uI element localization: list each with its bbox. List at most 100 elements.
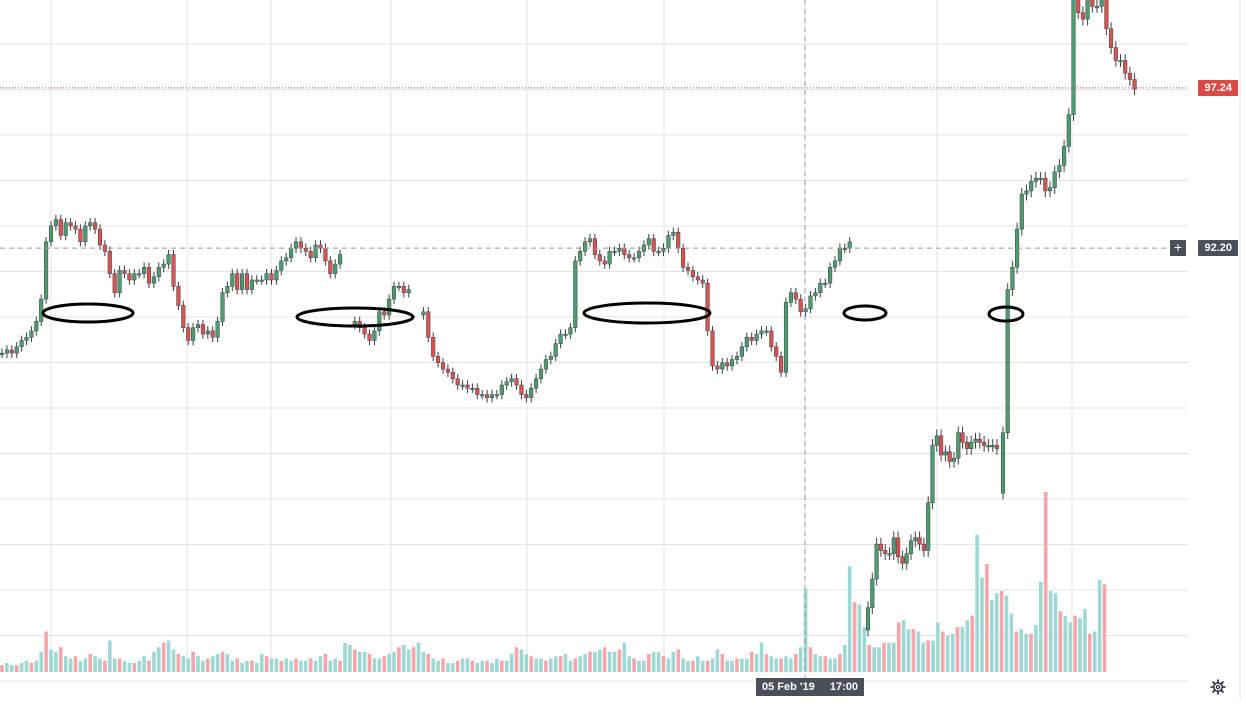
candle (514, 378, 519, 386)
volume-bar (700, 660, 705, 672)
candle (1094, 6, 1100, 9)
volume-bar (504, 660, 509, 672)
volume-bar (294, 658, 298, 672)
volume-bar (568, 660, 573, 672)
candle (896, 537, 901, 558)
candle (1019, 193, 1024, 230)
volume-bar (44, 631, 48, 672)
candle (235, 273, 240, 290)
candle (279, 260, 284, 271)
candle (470, 387, 475, 390)
volume-bar (117, 658, 122, 672)
candle (499, 384, 504, 395)
volume-bar (852, 602, 857, 672)
candle (1033, 177, 1038, 182)
volume-bar (333, 658, 337, 672)
annotation-ellipse (295, 306, 415, 328)
candle (485, 394, 490, 398)
candle (774, 346, 779, 357)
volume-bar (696, 656, 700, 672)
volume-bar (29, 663, 34, 672)
candle (986, 445, 991, 448)
volume-bar (78, 660, 83, 672)
volume-bar (1043, 492, 1048, 672)
volume-bar (950, 633, 955, 672)
volume-bar (353, 649, 357, 672)
candle (269, 273, 274, 281)
candle (1085, 0, 1090, 20)
plus-icon[interactable]: + (1170, 240, 1186, 257)
volume-bar (5, 663, 9, 672)
volume-bar (392, 651, 396, 672)
candle (1062, 146, 1067, 166)
volume-bar (725, 660, 729, 672)
volume-bar (921, 642, 925, 672)
candle (690, 270, 695, 278)
candle (1080, 12, 1085, 20)
candle (1090, 0, 1095, 7)
candle (524, 394, 529, 398)
candle (597, 254, 602, 262)
candle (700, 279, 705, 284)
candle (573, 260, 578, 328)
candle (956, 432, 961, 459)
candle (951, 457, 957, 462)
candle (431, 337, 436, 357)
candle (117, 270, 122, 293)
volume-bar (475, 663, 480, 672)
volume-bar (627, 656, 631, 672)
volume-bar (847, 566, 852, 672)
candle (9, 349, 14, 354)
candle (803, 308, 808, 313)
candle (1057, 165, 1062, 173)
volume-bar (990, 600, 994, 672)
candle (34, 321, 39, 332)
volume-bar (970, 615, 974, 672)
candle (783, 302, 789, 373)
volume-bar (166, 640, 171, 672)
candle (519, 384, 524, 395)
volume-bar (299, 660, 303, 672)
candle (583, 241, 588, 252)
candle (813, 292, 818, 297)
candle (362, 327, 367, 335)
candle (964, 442, 969, 449)
candle (656, 251, 661, 254)
volume-bar (161, 642, 166, 672)
candle (725, 362, 730, 367)
gear-icon[interactable] (1210, 679, 1226, 695)
volume-bar (122, 660, 127, 672)
volume-bar (255, 663, 259, 672)
candle (313, 244, 318, 258)
candle (509, 378, 514, 383)
volume-bar (201, 660, 205, 672)
candle (4, 349, 9, 354)
crosshair-date: 05 Feb '19 (762, 681, 815, 693)
candle (475, 387, 480, 395)
volume-bar (936, 622, 940, 672)
volume-bar (524, 654, 529, 672)
candle (210, 330, 215, 338)
volume-bar (534, 658, 538, 672)
volume-bar (656, 651, 661, 672)
candle (930, 445, 935, 503)
candle (627, 254, 632, 258)
volume-bar (240, 663, 244, 672)
volume-bar (103, 660, 107, 672)
volume-bar (416, 642, 421, 672)
candle (308, 251, 313, 258)
candle (1066, 114, 1071, 147)
volume-bar (157, 647, 161, 672)
volume-bar (250, 660, 254, 672)
volume-bar (284, 658, 288, 672)
candle (494, 394, 499, 397)
candle (382, 311, 387, 316)
volume-bar (431, 658, 435, 672)
volume-bar (406, 649, 411, 672)
candle (156, 267, 161, 278)
candle (421, 311, 426, 316)
candle (1109, 28, 1114, 48)
candle (617, 247, 622, 252)
